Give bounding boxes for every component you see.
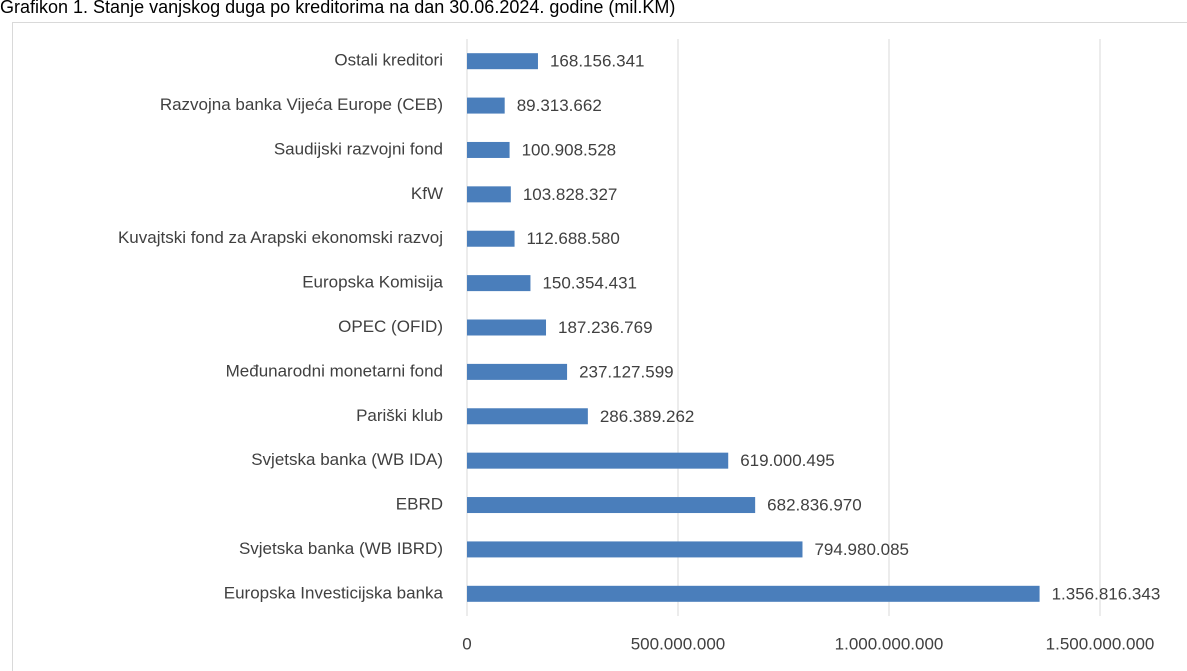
y-tick-label: Europska Investicijska banka xyxy=(224,583,444,602)
chart-border xyxy=(12,22,1187,671)
y-tick-label: Svjetska banka (WB IBRD) xyxy=(239,539,443,558)
y-tick-label: EBRD xyxy=(396,495,443,514)
y-tick-label: Europska Komisija xyxy=(302,273,443,292)
bar xyxy=(467,186,511,203)
bar xyxy=(467,230,515,247)
bar xyxy=(467,53,538,70)
bar xyxy=(467,497,756,514)
bar xyxy=(467,319,547,336)
data-label: 89.313.662 xyxy=(517,96,602,115)
data-label: 682.836.970 xyxy=(767,496,862,515)
bar xyxy=(467,141,510,158)
data-label: 286.389.262 xyxy=(600,407,695,426)
data-label: 1.356.816.343 xyxy=(1052,584,1161,603)
y-tick-label: Pariški klub xyxy=(356,406,443,425)
x-tick-label: 0 xyxy=(462,634,471,653)
x-tick-label: 1.500.000.000 xyxy=(1046,634,1155,653)
bar xyxy=(467,408,588,425)
y-tick-label: OPEC (OFID) xyxy=(338,317,443,336)
y-tick-label: KfW xyxy=(411,184,443,203)
bar xyxy=(467,97,505,114)
bar xyxy=(467,363,568,380)
x-tick-label: 500.000.000 xyxy=(631,634,726,653)
data-label: 619.000.495 xyxy=(740,451,835,470)
data-label: 103.828.327 xyxy=(523,185,618,204)
y-tick-label: Saudijski razvojni fond xyxy=(274,139,443,158)
chart-title: Grafikon 1. Stanje vanjskog duga po kred… xyxy=(0,0,675,17)
data-label: 794.980.085 xyxy=(814,540,909,559)
data-label: 187.236.769 xyxy=(558,318,653,337)
data-label: 150.354.431 xyxy=(542,274,637,293)
y-tick-label: Kuvajtski fond za Arapski ekonomski razv… xyxy=(118,228,443,247)
y-tick-label: Međunarodni monetarni fond xyxy=(226,361,443,380)
x-tick-label: 1.000.000.000 xyxy=(835,634,944,653)
bar xyxy=(467,452,729,469)
bar xyxy=(467,585,1040,602)
data-label: 168.156.341 xyxy=(550,52,645,71)
data-label: 237.127.599 xyxy=(579,362,674,381)
data-label: 112.688.580 xyxy=(527,229,620,248)
data-label: 100.908.528 xyxy=(522,140,617,159)
y-tick-label: Ostali kreditori xyxy=(334,51,443,70)
y-tick-label: Razvojna banka Vijeća Europe (CEB) xyxy=(160,95,443,114)
y-tick-label: Svjetska banka (WB IDA) xyxy=(251,450,443,469)
bar xyxy=(467,541,803,558)
bar xyxy=(467,275,531,292)
